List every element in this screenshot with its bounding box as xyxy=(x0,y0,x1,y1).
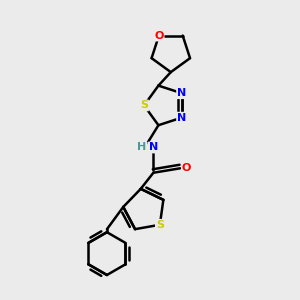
Text: N: N xyxy=(177,112,186,123)
Text: N: N xyxy=(177,88,186,98)
Text: O: O xyxy=(154,31,164,40)
Text: O: O xyxy=(182,163,191,173)
Text: H: H xyxy=(137,142,147,152)
Text: S: S xyxy=(156,220,164,230)
Text: N: N xyxy=(149,142,158,152)
Text: S: S xyxy=(140,100,148,110)
